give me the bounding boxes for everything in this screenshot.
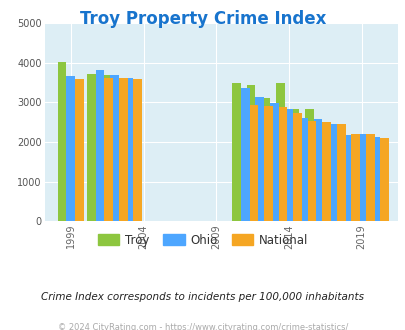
- Bar: [232, 83, 240, 221]
- Bar: [246, 85, 255, 221]
- Legend: Troy, Ohio, National: Troy, Ohio, National: [93, 229, 312, 251]
- Bar: [313, 119, 322, 221]
- Bar: [307, 120, 316, 221]
- Bar: [336, 124, 345, 221]
- Bar: [342, 135, 350, 221]
- Bar: [319, 144, 327, 221]
- Bar: [95, 70, 104, 221]
- Text: Crime Index corresponds to incidents per 100,000 inhabitants: Crime Index corresponds to incidents per…: [41, 292, 364, 302]
- Bar: [75, 79, 84, 221]
- Bar: [240, 88, 249, 221]
- Text: © 2024 CityRating.com - https://www.cityrating.com/crime-statistics/: © 2024 CityRating.com - https://www.city…: [58, 323, 347, 330]
- Bar: [362, 138, 371, 221]
- Bar: [115, 78, 124, 221]
- Bar: [278, 108, 287, 221]
- Bar: [110, 75, 119, 221]
- Bar: [327, 124, 336, 221]
- Bar: [350, 134, 359, 221]
- Bar: [347, 156, 356, 221]
- Bar: [269, 103, 278, 221]
- Bar: [101, 75, 110, 221]
- Bar: [58, 61, 66, 221]
- Bar: [371, 137, 379, 221]
- Bar: [260, 98, 269, 221]
- Bar: [133, 79, 142, 221]
- Bar: [322, 122, 330, 221]
- Bar: [66, 76, 75, 221]
- Bar: [379, 138, 388, 221]
- Bar: [255, 97, 264, 221]
- Bar: [298, 118, 307, 221]
- Bar: [356, 134, 365, 221]
- Bar: [292, 113, 301, 221]
- Bar: [249, 105, 258, 221]
- Bar: [284, 110, 292, 221]
- Bar: [104, 78, 113, 221]
- Bar: [365, 134, 374, 221]
- Bar: [275, 83, 284, 221]
- Text: Troy Property Crime Index: Troy Property Crime Index: [80, 10, 325, 28]
- Bar: [304, 110, 313, 221]
- Bar: [124, 78, 133, 221]
- Bar: [290, 109, 298, 221]
- Bar: [87, 74, 95, 221]
- Bar: [264, 106, 272, 221]
- Bar: [333, 139, 342, 221]
- Bar: [119, 78, 127, 221]
